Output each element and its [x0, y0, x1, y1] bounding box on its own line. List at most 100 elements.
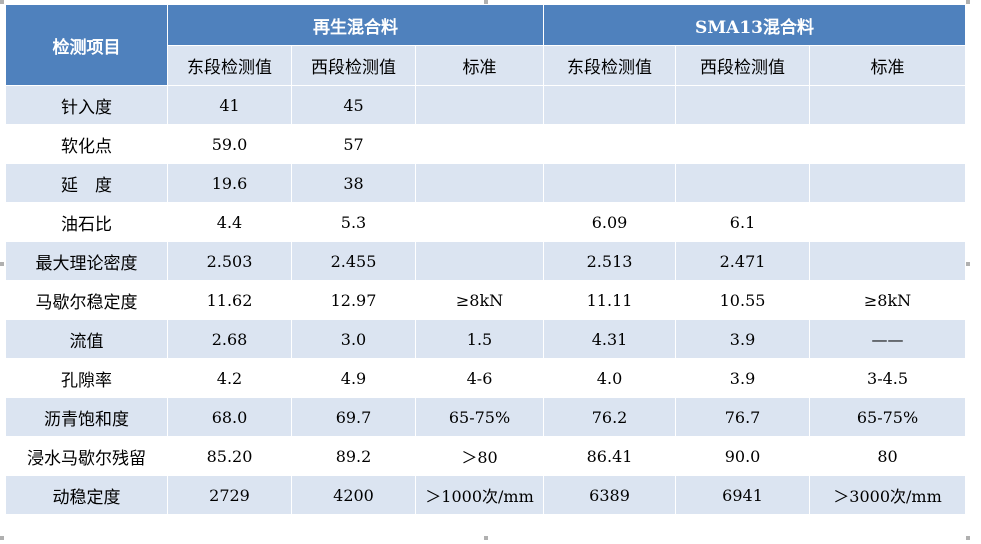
cell-sma-standard [809, 163, 967, 203]
row-label: 最大理论密度 [5, 241, 168, 281]
row-label: 延 度 [5, 163, 168, 203]
cell-recycled-west: 2.455 [291, 241, 416, 281]
cell-sma-west [675, 163, 811, 203]
row-label: 浸水马歇尔残留 [5, 436, 168, 476]
row-label: 马歇尔稳定度 [5, 280, 168, 320]
cell-sma-standard: ≥8kN [809, 280, 967, 320]
cell-recycled-east: 2.68 [167, 319, 292, 359]
cell-recycled-standard [414, 85, 545, 125]
col-header-sma-west: 西段检测值 [675, 45, 811, 86]
table-row: 浸水马歇尔残留 85.20 89.2 ＞80 86.41 90.0 80 [5, 436, 967, 476]
cell-sma-standard: 65-75% [809, 397, 967, 437]
cell-sma-standard: 80 [809, 436, 967, 476]
cell-recycled-east: 68.0 [167, 397, 292, 437]
cell-recycled-east: 4.2 [167, 358, 292, 398]
selection-handle [0, 262, 4, 266]
cell-sma-west: 6.1 [675, 202, 811, 242]
cell-recycled-standard: 4-6 [414, 358, 545, 398]
col-header-recycled-east: 东段检测值 [167, 45, 292, 86]
selection-handle [484, 536, 488, 540]
cell-recycled-standard [414, 163, 545, 203]
cell-sma-west: 3.9 [675, 319, 811, 359]
cell-recycled-west: 69.7 [291, 397, 416, 437]
table-row: 孔隙率 4.2 4.9 4-6 4.0 3.9 3-4.5 [5, 358, 967, 398]
cell-sma-west [675, 124, 811, 164]
table-row: 动稳定度 2729 4200 ＞1000次/mm 6389 6941 ＞3000… [5, 475, 967, 515]
row-label: 沥青饱和度 [5, 397, 168, 437]
cell-sma-standard [809, 202, 967, 242]
cell-recycled-standard [414, 202, 545, 242]
cell-recycled-east: 59.0 [167, 124, 292, 164]
table-row: 延 度 19.6 38 [5, 163, 967, 203]
cell-sma-east: 11.11 [543, 280, 677, 320]
cell-recycled-standard: ≥8kN [414, 280, 545, 320]
group-header-recycled: 再生混合料 [166, 4, 545, 46]
cell-sma-standard: —— [809, 319, 967, 359]
cell-sma-standard: 3-4.5 [809, 358, 967, 398]
table-row: 马歇尔稳定度 11.62 12.97 ≥8kN 11.11 10.55 ≥8kN [5, 280, 967, 320]
test-results-table[interactable]: 检测项目 再生混合料 SMA13混合料 东段检测值 西段检测值 标准 东段检测值… [5, 4, 967, 515]
cell-sma-east: 6389 [543, 475, 677, 515]
cell-sma-east: 86.41 [543, 436, 677, 476]
row-label: 软化点 [5, 124, 168, 164]
col-header-recycled-standard: 标准 [414, 45, 545, 86]
cell-sma-standard: ＞3000次/mm [809, 475, 967, 515]
table-row: 流值 2.68 3.0 1.5 4.31 3.9 —— [5, 319, 967, 359]
selection-handle [966, 536, 970, 540]
row-label: 油石比 [5, 202, 168, 242]
cell-recycled-west: 89.2 [291, 436, 416, 476]
row-label: 针入度 [5, 85, 168, 125]
selection-handle [0, 536, 4, 540]
cell-recycled-standard: ＞1000次/mm [414, 475, 545, 515]
table-row: 最大理论密度 2.503 2.455 2.513 2.471 [5, 241, 967, 281]
cell-recycled-west: 4.9 [291, 358, 416, 398]
cell-sma-standard [809, 241, 967, 281]
selection-handle [0, 0, 4, 4]
cell-sma-east: 4.0 [543, 358, 677, 398]
cell-sma-east [543, 85, 677, 125]
cell-recycled-east: 19.6 [167, 163, 292, 203]
cell-recycled-west: 5.3 [291, 202, 416, 242]
header-item-label: 检测项目 [5, 4, 168, 86]
cell-sma-east [543, 124, 677, 164]
cell-sma-west: 76.7 [675, 397, 811, 437]
cell-sma-standard [809, 85, 967, 125]
row-label: 流值 [5, 319, 168, 359]
cell-recycled-west: 38 [291, 163, 416, 203]
cell-recycled-east: 4.4 [167, 202, 292, 242]
cell-recycled-west: 4200 [291, 475, 416, 515]
cell-sma-west [675, 85, 811, 125]
cell-sma-east: 76.2 [543, 397, 677, 437]
cell-sma-east: 4.31 [543, 319, 677, 359]
cell-recycled-standard [414, 241, 545, 281]
col-header-sma-standard: 标准 [809, 45, 967, 86]
cell-sma-west: 2.471 [675, 241, 811, 281]
selection-handle [966, 0, 970, 4]
cell-sma-west: 6941 [675, 475, 811, 515]
selection-handle [966, 262, 970, 266]
col-header-recycled-west: 西段检测值 [291, 45, 416, 86]
group-header-sma13: SMA13混合料 [543, 4, 967, 46]
cell-recycled-standard: 1.5 [414, 319, 545, 359]
selection-handle [484, 0, 488, 4]
cell-sma-standard [809, 124, 967, 164]
table-row: 软化点 59.0 57 [5, 124, 967, 164]
row-label: 孔隙率 [5, 358, 168, 398]
cell-recycled-standard: 65-75% [414, 397, 545, 437]
col-header-sma-east: 东段检测值 [543, 45, 677, 86]
test-results-table-container: 检测项目 再生混合料 SMA13混合料 东段检测值 西段检测值 标准 东段检测值… [5, 4, 967, 515]
cell-sma-west: 90.0 [675, 436, 811, 476]
cell-recycled-east: 2.503 [167, 241, 292, 281]
cell-sma-east: 6.09 [543, 202, 677, 242]
cell-recycled-west: 3.0 [291, 319, 416, 359]
cell-sma-east [543, 163, 677, 203]
table-row: 针入度 41 45 [5, 85, 967, 125]
cell-recycled-standard [414, 124, 545, 164]
cell-sma-west: 3.9 [675, 358, 811, 398]
cell-sma-west: 10.55 [675, 280, 811, 320]
cell-sma-east: 2.513 [543, 241, 677, 281]
cell-recycled-east: 85.20 [167, 436, 292, 476]
row-label: 动稳定度 [5, 475, 168, 515]
cell-recycled-east: 41 [167, 85, 292, 125]
table-row: 沥青饱和度 68.0 69.7 65-75% 76.2 76.7 65-75% [5, 397, 967, 437]
